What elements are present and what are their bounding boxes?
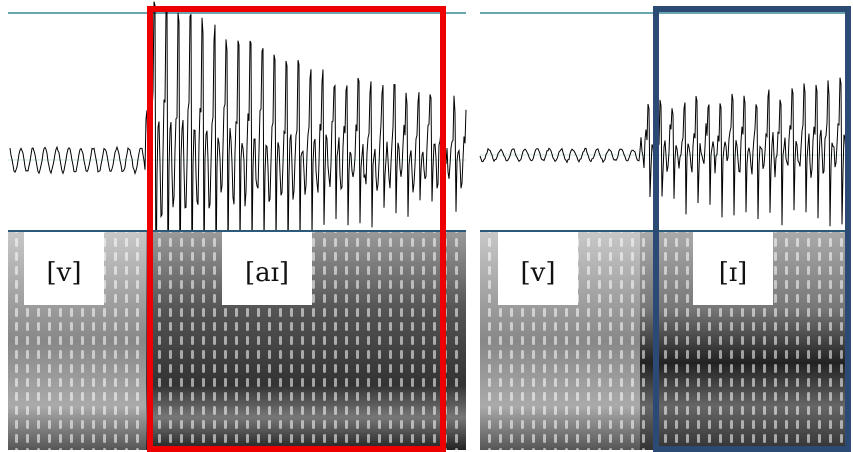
segment-label: [v]	[521, 258, 556, 288]
segment-label: [ɪ]	[719, 258, 748, 288]
waveform	[9, 1, 467, 312]
highlight-box	[653, 6, 851, 452]
waveform	[479, 77, 851, 227]
panel-left: [v] [aɪ]	[8, 1, 467, 452]
highlight-box	[147, 6, 446, 452]
segment-label: [v]	[47, 258, 82, 288]
segment-label: [aɪ]	[245, 258, 289, 288]
panel-right: [v] [ɪ]	[479, 6, 851, 452]
